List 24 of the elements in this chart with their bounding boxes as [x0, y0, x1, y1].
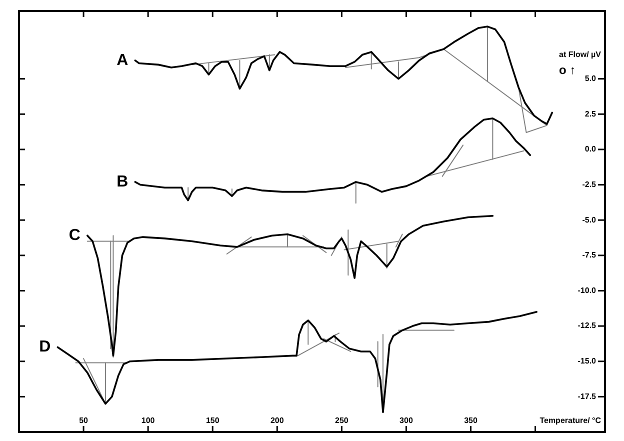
y-tick-label: 5.0: [584, 74, 597, 84]
y-tick-label: -10.0: [578, 286, 597, 295]
x-tick-label: 300: [400, 416, 414, 426]
series-label: A: [116, 52, 129, 69]
y-tick-label: -7.5: [582, 250, 597, 260]
series-label: D: [39, 338, 51, 356]
x-tick-label: 150: [206, 416, 220, 426]
y-axis-title: at Flow/ µV: [559, 50, 602, 59]
x-tick-label: 250: [335, 416, 349, 426]
y-tick-label: 2.5: [584, 109, 597, 118]
x-tick-label: 50: [79, 416, 89, 426]
annotation: o ↑: [559, 62, 576, 77]
x-tick-label: 350: [464, 416, 478, 426]
x-axis-title: Temperature/ °C: [540, 416, 602, 426]
series-label: C: [68, 227, 81, 244]
y-tick-label: -5.0: [582, 215, 597, 224]
y-tick-label: 0.0: [584, 144, 597, 154]
x-tick-label: 100: [141, 416, 156, 426]
y-tick-label: -15.0: [578, 356, 597, 366]
series-label: B: [116, 173, 128, 190]
y-tick-label: -17.5: [578, 392, 597, 401]
y-tick-label: -2.5: [582, 180, 597, 189]
x-tick-label: 200: [270, 416, 284, 426]
y-tick-label: -12.5: [578, 321, 597, 330]
